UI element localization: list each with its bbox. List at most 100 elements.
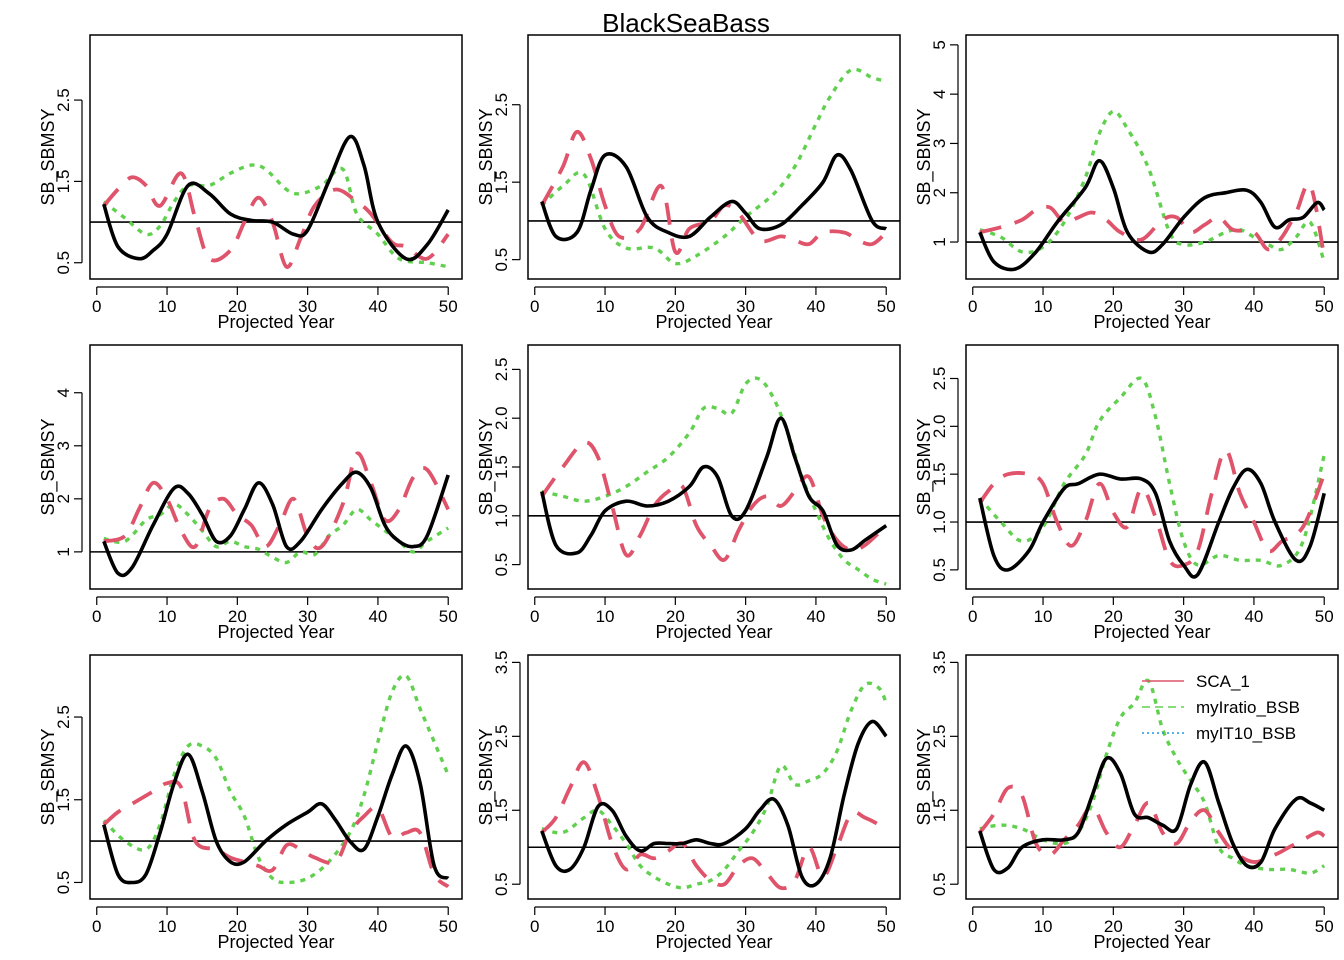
series-green-line [102,673,450,885]
y-tick-label: 4 [930,89,949,98]
series-black-line [102,134,450,262]
x-tick-label: 40 [368,917,387,936]
chart-panel-6: 0 10 20 30 40 50 Projected Year 0.5 1.0 1.5 2.0 2.5… [914,344,1339,642]
x-tick-label: 10 [158,297,177,316]
x-tick-label: 10 [1034,607,1053,626]
x-tick-label: 30 [736,297,755,316]
plot-frame [965,34,1339,280]
series-black-line [540,719,888,888]
series-red-line [979,182,1327,258]
series-green-line [541,681,888,890]
y-tick-label: 2.5 [492,93,511,117]
x-tick-label: 40 [1244,297,1263,316]
chart-panel-1: 0 10 20 30 40 50 Projected Year 0.5 1.5 2.5SB_SBM… [38,34,463,332]
x-axis-title: Projected Year [217,622,334,642]
x-tick-label: 40 [806,607,825,626]
y-axis-title: SB_SBMSY [476,108,497,205]
x-axis-title: Projected Year [655,312,772,332]
x-axis-title: Projected Year [655,932,772,952]
x-tick-label: 0 [92,607,101,626]
x-axis-title: Projected Year [217,312,334,332]
series-group [540,376,888,586]
legend-label-2: myIratio_BSB [1196,698,1300,717]
x-tick-label: 10 [596,917,615,936]
series-green-line [979,109,1326,263]
y-axis-title: SB_SBMSY [914,108,935,205]
series-black-line [540,152,888,242]
x-tick-label: 0 [92,917,101,936]
plot-frame [89,34,463,280]
y-tick-label: 2.0 [930,415,949,439]
series-green-line [541,376,887,586]
y-axis-title: SB_SBMSY [38,728,59,825]
y-tick-label: 0.5 [930,558,949,582]
x-tick-label: 0 [92,297,101,316]
y-tick-label: 0.5 [54,871,73,895]
x-tick-label: 40 [1244,607,1263,626]
y-tick-label: 1.5 [492,170,511,194]
x-tick-label: 40 [368,297,387,316]
series-red-line [978,784,1326,864]
x-tick-label: 50 [877,607,896,626]
y-tick-label: 1 [930,237,949,246]
series-green-line [978,376,1326,568]
series-black-line [540,416,888,556]
chart-panel-4: 0 10 20 30 40 50 Projected Year 1 2 3 4 SB_SBMSY [38,344,463,642]
y-tick-label: 1.5 [930,462,949,486]
series-group [540,67,888,266]
x-tick-label: 40 [806,917,825,936]
series-black-line [978,158,1326,272]
series-red-line [103,451,450,551]
series-red-line [540,760,888,891]
series-red-line [102,171,450,269]
chart-panel-3: 0 10 20 30 40 50 Projected Year 1 2 3 4 5 SB_SBMSY [914,34,1339,332]
x-tick-label: 20 [1104,297,1123,316]
y-tick-label: 3 [54,441,73,450]
y-tick-label: 1.0 [930,510,949,534]
y-tick-label: 2.5 [54,88,73,112]
series-green-line [540,67,887,266]
x-tick-label: 0 [530,607,539,626]
y-tick-label: 1.5 [54,788,73,812]
x-tick-label: 0 [530,917,539,936]
legend-label-3: myIT10_BSB [1196,724,1296,743]
x-tick-label: 20 [666,297,685,316]
y-tick-label: 1.5 [54,170,73,194]
x-tick-label: 10 [596,607,615,626]
y-tick-label: 0.5 [492,872,511,896]
series-black-line [978,755,1326,875]
x-tick-label: 30 [298,917,317,936]
series-red-line [540,129,888,256]
x-axis-title: Projected Year [1093,932,1210,952]
plot-frame [965,654,1339,900]
x-tick-label: 0 [530,297,539,316]
y-tick-label: 2 [54,494,73,503]
y-tick-label: 2 [930,188,949,197]
y-tick-label: 0.5 [930,872,949,896]
x-tick-label: 30 [1174,917,1193,936]
x-tick-label: 50 [439,607,458,626]
y-tick-label: 0.5 [492,248,511,272]
figure-title: BlackSeaBass [602,8,770,38]
plot-frame [527,34,901,280]
x-tick-label: 30 [298,607,317,626]
x-tick-label: 50 [439,917,458,936]
y-tick-label: 2.5 [54,705,73,729]
plot-frame [527,654,901,900]
y-axis-title: SB_SBMSY [914,728,935,825]
y-tick-label: 3.5 [930,651,949,675]
x-tick-label: 10 [1034,917,1053,936]
x-axis-title: Projected Year [1093,312,1210,332]
y-tick-label: 4 [54,388,73,397]
series-black-line [102,744,450,885]
y-tick-label: 5 [930,40,949,49]
series-black-line [102,470,450,578]
x-tick-label: 40 [1244,917,1263,936]
plot-frame [89,654,463,900]
x-tick-label: 10 [158,917,177,936]
series-group [102,673,450,889]
y-tick-label: 0.5 [54,251,73,275]
x-tick-label: 50 [1315,607,1334,626]
x-tick-label: 0 [968,607,977,626]
